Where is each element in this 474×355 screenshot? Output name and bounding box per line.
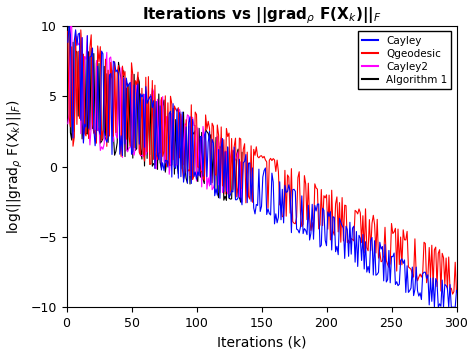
Algorithm 1 <box>107 72 112 77</box>
Line: Qgeodesic: Qgeodesic <box>68 30 456 294</box>
Qgeodesic <box>65 29 71 33</box>
Algorithm 1 <box>238 200 244 204</box>
Qgeodesic <box>304 218 310 222</box>
Qgeodesic <box>78 28 83 32</box>
Line: Algorithm 1: Algorithm 1 <box>68 26 242 202</box>
Cayley2 <box>69 24 74 28</box>
Qgeodesic <box>419 275 424 279</box>
Cayley2 <box>65 122 71 126</box>
Qgeodesic <box>66 115 72 119</box>
Algorithm 1 <box>165 159 171 163</box>
Qgeodesic <box>298 212 303 216</box>
Cayley <box>394 279 400 284</box>
Algorithm 1 <box>66 24 72 28</box>
Qgeodesic <box>394 269 400 273</box>
Y-axis label: log(||grad$_\rho$ F(X$_k$)||$_F$): log(||grad$_\rho$ F(X$_k$)||$_F$) <box>6 99 25 234</box>
Qgeodesic <box>450 292 456 296</box>
Line: Cayley2: Cayley2 <box>68 26 242 202</box>
X-axis label: Iterations (k): Iterations (k) <box>217 335 306 349</box>
Cayley2 <box>217 142 223 146</box>
Qgeodesic <box>454 290 459 294</box>
Algorithm 1 <box>239 150 245 154</box>
Cayley <box>65 40 71 44</box>
Algorithm 1 <box>65 25 71 29</box>
Qgeodesic <box>296 170 302 174</box>
Line: Cayley: Cayley <box>68 26 456 307</box>
Cayley <box>419 297 424 302</box>
Algorithm 1 <box>217 144 223 149</box>
Cayley2 <box>229 148 235 152</box>
Cayley2 <box>159 163 164 168</box>
Cayley <box>454 288 459 293</box>
Cayley <box>304 233 310 237</box>
Cayley2 <box>107 56 112 60</box>
Cayley2 <box>191 123 197 127</box>
Algorithm 1 <box>159 166 164 170</box>
Cayley <box>68 33 73 37</box>
Title: Iterations vs ||grad$_\rho$ F(X$_k$)||$_F$: Iterations vs ||grad$_\rho$ F(X$_k$)||$_… <box>142 6 381 26</box>
Algorithm 1 <box>229 197 235 201</box>
Legend: Cayley, Qgeodesic, Cayley2, Algorithm 1: Cayley, Qgeodesic, Cayley2, Algorithm 1 <box>358 31 451 89</box>
Cayley <box>298 225 303 229</box>
Cayley2 <box>239 200 245 204</box>
Algorithm 1 <box>191 132 197 136</box>
Cayley2 <box>165 115 171 119</box>
Cayley <box>296 231 302 235</box>
Cayley <box>436 305 441 309</box>
Cayley <box>66 24 72 28</box>
